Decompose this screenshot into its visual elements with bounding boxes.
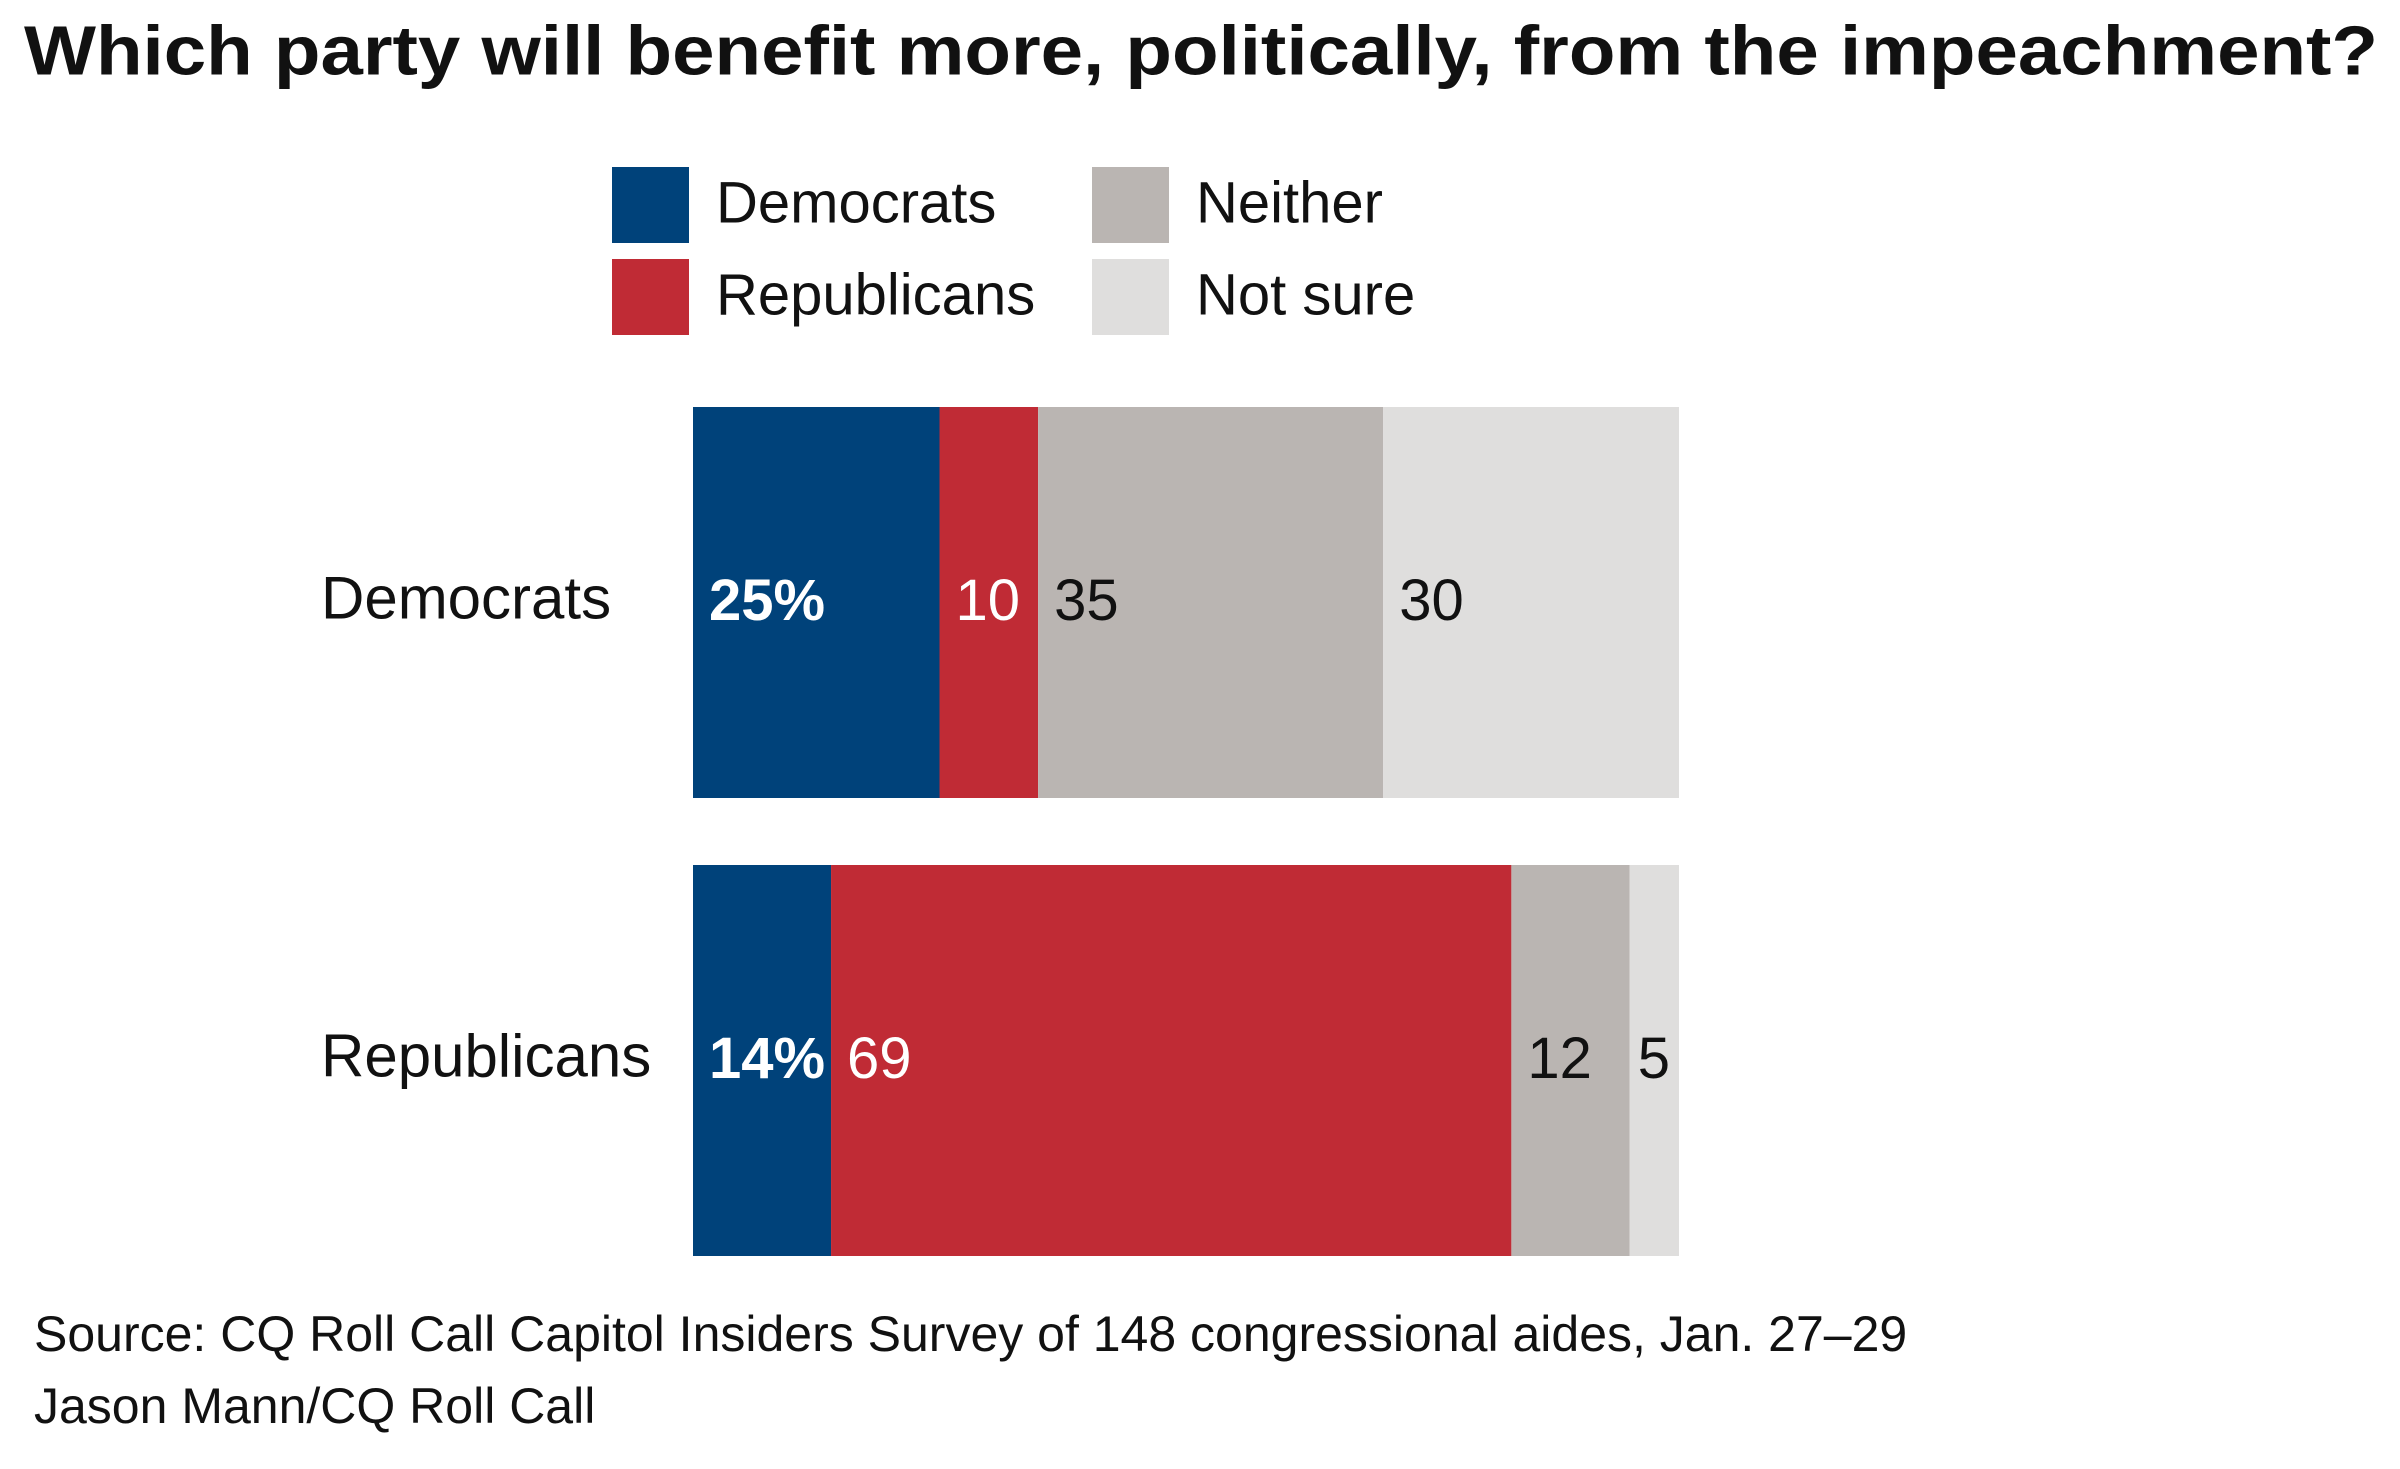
value-label: 14% — [709, 1026, 825, 1091]
bar-segment — [1629, 865, 1679, 1256]
bar-segment — [1383, 407, 1679, 798]
category-label: Republicans — [321, 1022, 651, 1089]
bar-segment — [693, 865, 832, 1256]
legend-label: Democrats — [716, 170, 996, 235]
category-label: Democrats — [321, 564, 611, 631]
legend-swatch — [1092, 167, 1169, 243]
bar-segment — [939, 407, 1039, 798]
value-label: 10 — [956, 568, 1021, 633]
legend-label: Not sure — [1196, 262, 1415, 327]
bar-segment — [1511, 865, 1630, 1256]
value-label: 30 — [1399, 568, 1464, 633]
value-label: 12 — [1527, 1026, 1592, 1091]
bar-segment — [693, 407, 940, 798]
legend-swatch — [612, 167, 689, 243]
bar-segment — [831, 865, 1512, 1256]
value-label: 35 — [1054, 568, 1119, 633]
legend-label: Neither — [1196, 170, 1383, 235]
credit: Jason Mann/CQ Roll Call — [34, 1378, 595, 1434]
bar-segment — [1038, 407, 1384, 798]
value-label: 5 — [1638, 1026, 1670, 1091]
value-label: 25% — [709, 568, 825, 633]
value-label: 69 — [847, 1026, 912, 1091]
legend-label: Republicans — [716, 262, 1035, 327]
source: Source: CQ Roll Call Capitol Insiders Su… — [34, 1306, 1907, 1362]
legend-swatch — [612, 259, 689, 335]
chart-title: Which party will benefit more, political… — [24, 11, 2378, 89]
legend-swatch — [1092, 259, 1169, 335]
